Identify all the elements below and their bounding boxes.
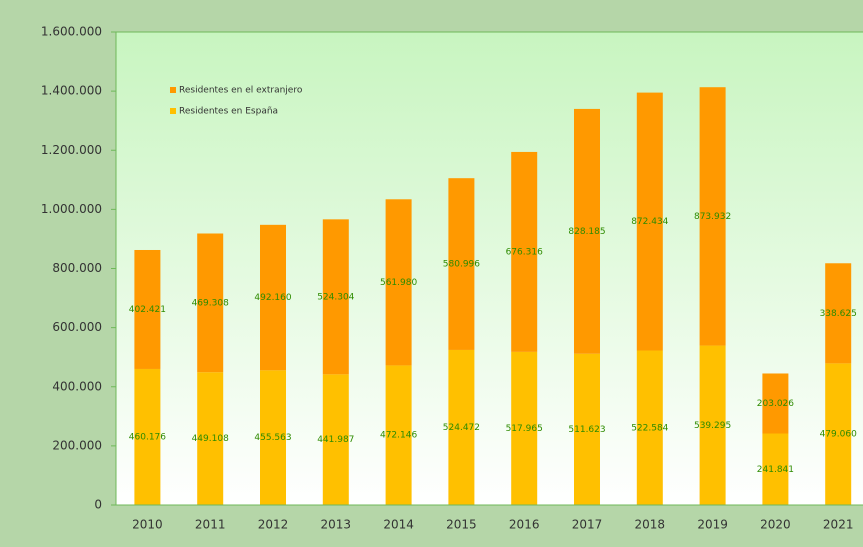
- bar-segment: [448, 349, 475, 505]
- bar-segment: [448, 178, 475, 350]
- data-label: 449.108: [192, 434, 229, 444]
- bar-segment: [825, 263, 852, 364]
- x-tick-label: 2010: [132, 518, 163, 532]
- bar-segment: [762, 373, 789, 434]
- data-label: 524.472: [443, 423, 480, 433]
- data-label: 873.932: [694, 212, 731, 222]
- data-label: 479.060: [820, 430, 857, 440]
- bar-segment: [699, 87, 726, 346]
- data-label: 338.625: [820, 309, 857, 319]
- bar-segment: [134, 249, 161, 369]
- data-label: 524.304: [317, 292, 354, 302]
- data-label: 872.434: [631, 217, 668, 227]
- y-tick-label: 1.600.000: [41, 25, 102, 39]
- bar-segment: [511, 151, 538, 352]
- x-tick-label: 2015: [446, 518, 477, 532]
- data-label: 676.316: [506, 247, 543, 257]
- y-tick-label: 1.200.000: [41, 143, 102, 157]
- x-tick-label: 2018: [635, 518, 666, 532]
- y-tick-label: 1.000.000: [41, 202, 102, 216]
- data-label: 472.146: [380, 431, 417, 441]
- data-label: 522.584: [631, 423, 668, 433]
- data-label: 469.308: [192, 298, 229, 308]
- bar-segment: [574, 353, 600, 505]
- bar-segment: [636, 92, 663, 351]
- bar-segment: [385, 199, 412, 366]
- x-tick-label: 2016: [509, 518, 540, 532]
- y-tick-label: 400.000: [52, 379, 102, 393]
- data-label: 828.185: [568, 227, 605, 237]
- x-tick-label: 2014: [383, 518, 414, 532]
- data-label: 511.623: [568, 425, 605, 435]
- data-label: 580.996: [443, 260, 480, 270]
- data-label: 441.987: [317, 435, 354, 445]
- bar-segment: [825, 363, 852, 505]
- x-tick-label: 2019: [697, 518, 728, 532]
- bar-segment: [762, 433, 789, 505]
- bar-segment: [197, 233, 224, 373]
- x-tick-label: 2012: [258, 518, 289, 532]
- legend-swatch: [170, 87, 176, 93]
- bar-segment: [322, 219, 349, 375]
- legend-label: Residentes en el extranjero: [179, 86, 303, 96]
- data-label: 460.176: [129, 432, 166, 442]
- x-tick-label: 2011: [195, 518, 226, 532]
- bar-segment: [574, 108, 600, 354]
- legend-swatch: [170, 108, 176, 114]
- y-tick-label: 200.000: [52, 438, 102, 452]
- bar-segment: [511, 351, 538, 505]
- bar-segment: [260, 224, 286, 371]
- y-tick-label: 0: [94, 498, 102, 512]
- data-label: 539.295: [694, 421, 731, 431]
- y-tick-label: 1.400.000: [41, 84, 102, 98]
- bar-segment: [636, 350, 663, 505]
- data-label: 492.160: [254, 293, 291, 303]
- bar-segment: [322, 374, 349, 505]
- data-label: 203.026: [757, 399, 794, 409]
- bar-segment: [197, 372, 224, 505]
- legend-label: Residentes en España: [179, 107, 278, 117]
- x-tick-label: 2020: [760, 518, 791, 532]
- x-tick-label: 2017: [572, 518, 603, 532]
- plot-area: [115, 31, 863, 506]
- data-label: 561.980: [380, 278, 417, 288]
- data-label: 402.421: [129, 305, 166, 315]
- data-label: 455.563: [254, 433, 291, 443]
- bar-segment: [385, 365, 412, 505]
- bar-segment: [260, 370, 286, 505]
- y-tick-label: 800.000: [52, 261, 102, 275]
- bar-segment: [699, 345, 726, 505]
- y-tick-label: 600.000: [52, 320, 102, 334]
- data-label: 517.965: [506, 424, 543, 434]
- x-tick-label: 2021: [823, 518, 854, 532]
- data-label: 241.841: [757, 465, 794, 475]
- bar-segment: [134, 368, 161, 505]
- x-tick-label: 2013: [321, 518, 352, 532]
